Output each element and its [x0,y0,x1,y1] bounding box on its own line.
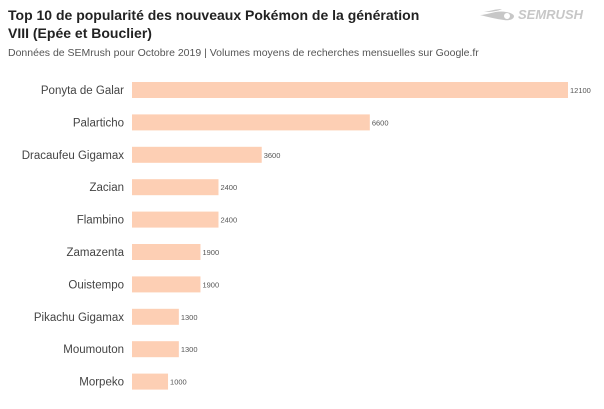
bar [132,179,219,196]
bar [132,341,179,358]
category-label: Ponyta de Galar [41,85,124,97]
category-label: Flambino [77,215,124,227]
category-label: Zacian [89,182,124,194]
category-label: Dracaufeu Gigamax [22,150,125,162]
value-label: 2400 [220,183,237,192]
value-label: 6600 [372,118,389,127]
bar [132,82,568,98]
value-label: 1000 [170,378,187,387]
bar [132,211,219,228]
bar [132,244,201,260]
fireball-logo-icon [480,9,514,21]
category-label: Morpeko [79,377,124,389]
semrush-logo: SEMRUSH [478,6,598,22]
category-label: Zamazenta [66,247,124,259]
value-label: 1900 [202,248,219,257]
category-label: Ouistempo [68,279,124,291]
category-label: Palarticho [73,117,124,129]
value-label: 3600 [264,151,281,160]
category-label: Pikachu Gigamax [34,312,124,324]
bar [132,308,179,325]
bar [132,276,201,293]
value-label: 2400 [220,216,237,225]
bar [132,373,169,390]
brand-wordmark: SEMRUSH [518,7,584,22]
value-label: 12100 [570,86,591,95]
bar [132,146,262,163]
chart-subtitle: Données de SEMrush pour Octobre 2019 | V… [8,47,479,59]
category-label: Moumouton [63,344,124,356]
value-label: 1900 [202,280,219,289]
chart-title: Top 10 de popularité des nouveaux Pokémo… [8,7,420,41]
bar [132,114,370,131]
value-label: 1300 [181,313,198,322]
value-label: 1300 [181,345,198,354]
